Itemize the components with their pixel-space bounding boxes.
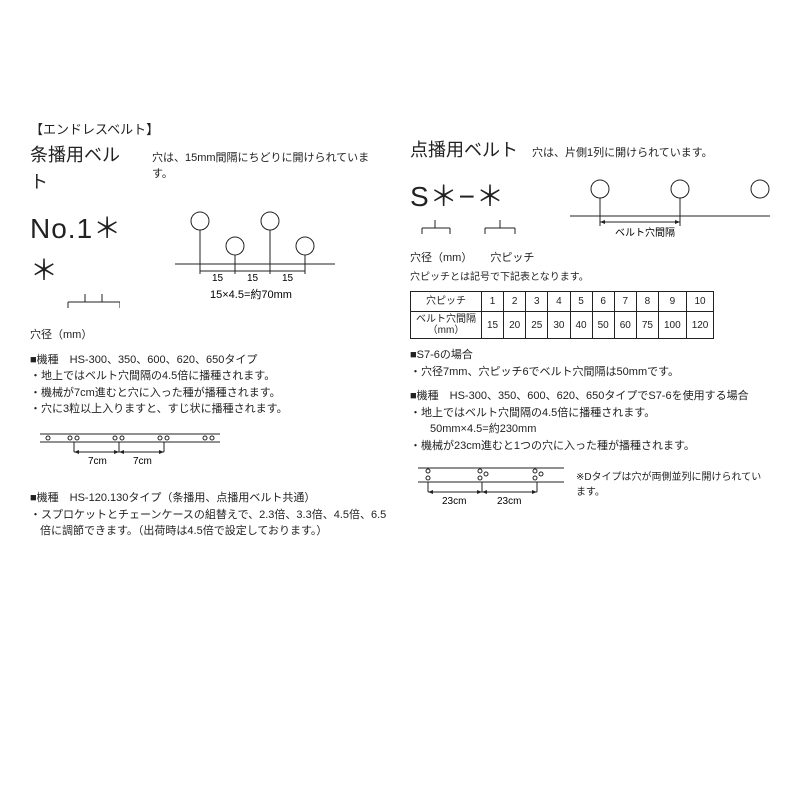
left-section-1: ■機種 HS-300、350、600、620、650タイプ ・地上ではベルト穴間… [30,352,390,418]
pitch-table: 穴ピッチ 1 2 3 4 5 6 7 8 9 10 ベルト穴間隔（mm） 15 … [410,291,714,339]
p3: 3 [526,292,548,312]
s2: 20 [504,312,526,339]
p1: 1 [482,292,504,312]
right-seed-diagram: 23cm 23cm [410,460,564,510]
s7: 60 [614,312,636,339]
left-section-2: ■機種 HS-120.130タイプ（条播用、点播用ベルト共通） ・スプロケットと… [30,490,390,540]
th-pitch: 穴ピッチ [411,292,482,312]
s1: 15 [482,312,504,339]
d-type-note: ※Dタイプは穴が両側並列に開けられています。 [576,470,770,500]
bracket-icon-2 [410,220,540,246]
right-code-diagram: S＊−＊ 穴径（mm） 穴ピッチ [410,170,770,266]
dim7a: 7cm [88,456,107,467]
left-seed-diagram: 7cm 7cm [30,422,390,483]
rsect2-head: ■機種 HS-300、350、600、620、650タイプでS7-6を使用する場… [410,388,770,405]
sub2: 穴ピッチ [490,250,534,267]
s10: 120 [686,312,714,339]
left-column: 【エンドレスベルト】 条播用ベルト 穴は、15mm間隔にちどりに開けられています… [30,120,390,540]
dim-15b: 15 [247,273,259,284]
right-title-row: 点播用ベルト 穴は、片側1列に開けられています。 [410,137,770,164]
rsect2-b1: ・地上ではベルト穴間隔の4.5倍に播種されます。 [410,405,770,422]
right-title: 点播用ベルト [410,137,518,164]
right-code: S＊−＊ [410,176,550,218]
p8: 8 [636,292,658,312]
sect2-head: ■機種 HS-120.130タイプ（条播用、点播用ベルト共通） [30,490,390,507]
dim-15c: 15 [282,273,294,284]
sect1-head: ■機種 HS-300、350、600、620、650タイプ [30,352,390,369]
code-block: No.1＊＊ 穴径（mm） [30,202,150,344]
bracket-title: 【エンドレスベルト】 [30,120,390,140]
title-row: 条播用ベルト 穴は、15mm間隔にちどりに開けられています。 [30,142,390,196]
bracket-icon [30,294,120,324]
p2: 2 [504,292,526,312]
p7: 7 [614,292,636,312]
formula: 15×4.5=約70mm [210,287,292,301]
page: 【エンドレスベルト】 条播用ベルト 穴は、15mm間隔にちどりに開けられています… [0,0,800,570]
s6: 50 [592,312,614,339]
left-diagram: 15 15 15 15×4.5=約70mm [160,206,350,312]
p10: 10 [686,292,714,312]
right-section-2: ■機種 HS-300、350、600、620、650タイプでS7-6を使用する場… [410,388,770,454]
right-diagram: ベルト穴間隔 [560,174,770,255]
product-code: No.1＊＊ [30,208,150,292]
right-section-1: ■S7-6の場合 ・穴径7mm、穴ピッチ6でベルト穴間隔は50mmです。 [410,347,770,380]
belt-label: ベルト穴間隔 [615,226,675,239]
sect1-b2: ・機械が7cm進むと穴に入った種が播種されます。 [30,385,390,402]
s9: 100 [659,312,687,339]
table-note: 穴ピッチとは記号で下記表となります。 [410,270,770,285]
th-spacing: ベルト穴間隔（mm） [411,312,482,339]
sect1-b3: ・穴に3粒以上入りますと、すじ状に播種されます。 [30,401,390,418]
sect2-b1: ・スプロケットとチェーンケースの組替えで、2.3倍、3.3倍、4.5倍、6.5倍… [30,507,390,540]
p4: 4 [548,292,570,312]
sub-label: 穴径（mm） [30,327,150,344]
s8: 75 [636,312,658,339]
left-note: 穴は、15mm間隔にちどりに開けられています。 [152,150,390,183]
dim-15a: 15 [212,273,224,284]
right-note: 穴は、片側1列に開けられています。 [532,145,713,162]
sub1: 穴径（mm） [410,250,472,267]
sublabels: 穴径（mm） 穴ピッチ [410,252,550,267]
rsect1-head: ■S7-6の場合 [410,347,770,364]
code-diagram-row: No.1＊＊ 穴径（mm） [30,202,390,344]
sect1-b1: ・地上ではベルト穴間隔の4.5倍に播種されます。 [30,368,390,385]
rsect1-b1: ・穴径7mm、穴ピッチ6でベルト穴間隔は50mmです。 [410,364,770,381]
s4: 30 [548,312,570,339]
s3: 25 [526,312,548,339]
bottom-row: 23cm 23cm ※Dタイプは穴が両側並列に開けられています。 [410,460,770,510]
rsect2-formula: 50mm×4.5=約230mm [410,421,770,438]
right-column: 点播用ベルト 穴は、片側1列に開けられています。 S＊−＊ 穴径（mm） [410,120,770,540]
rsect2-b2: ・機械が23cm進むと1つの穴に入った種が播種されます。 [410,438,770,455]
dim7b: 7cm [133,456,152,467]
svg-text:23cm: 23cm [497,496,521,507]
svg-text:23cm: 23cm [442,496,466,507]
p9: 9 [659,292,687,312]
left-title: 条播用ベルト [30,142,138,196]
right-code-block: S＊−＊ 穴径（mm） 穴ピッチ [410,170,550,266]
p5: 5 [570,292,592,312]
p6: 6 [592,292,614,312]
s5: 40 [570,312,592,339]
